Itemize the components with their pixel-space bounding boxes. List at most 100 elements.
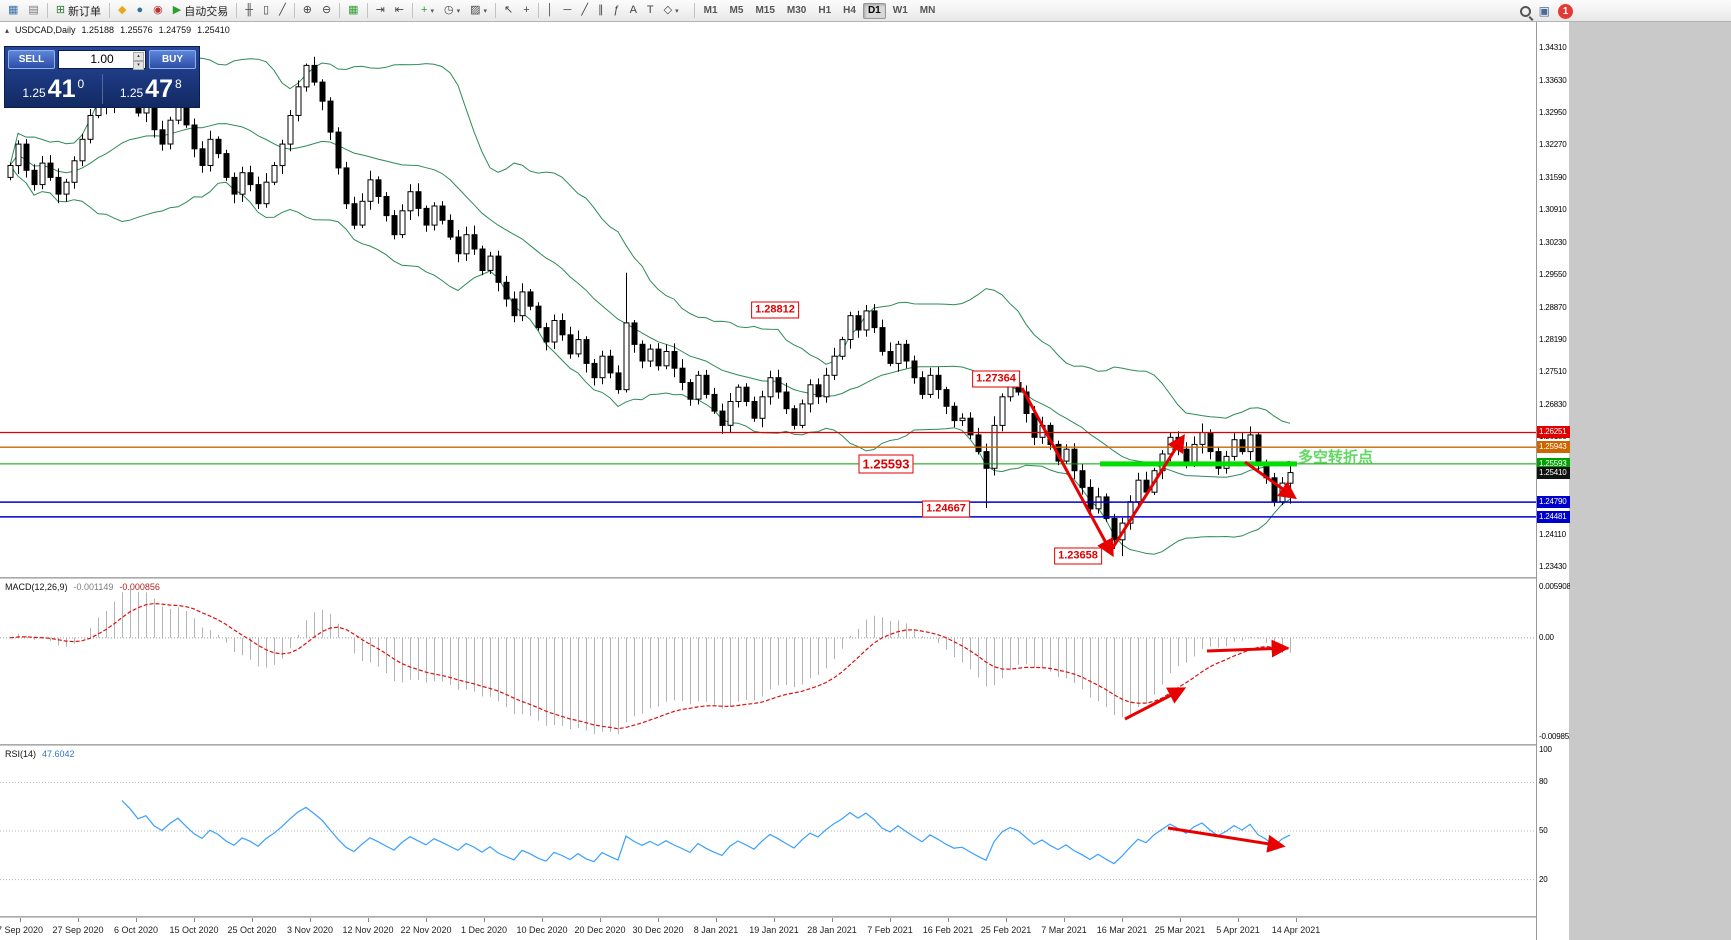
time-tick (716, 918, 717, 922)
rsi-axis-100: 100 (1539, 745, 1552, 754)
community-button[interactable]: ◉ (149, 2, 167, 20)
macd-panel-canvas[interactable] (0, 579, 1536, 744)
fibonacci-button[interactable]: ƒ (609, 2, 623, 20)
candlestick-chart-button[interactable]: ▯ (259, 2, 273, 20)
support-zone-bar[interactable] (1100, 461, 1297, 467)
caret-down-icon: ▾ (483, 7, 487, 15)
trend-arrow[interactable] (1110, 433, 1185, 550)
buy-price: 1.25 47 8 (103, 74, 200, 104)
panel-splitter[interactable] (0, 577, 1536, 579)
time-tick (1006, 918, 1007, 922)
templates-button[interactable]: ▨ ▾ (466, 2, 491, 20)
timeframe-w1[interactable]: W1 (892, 5, 908, 16)
market-button[interactable]: ● (133, 2, 148, 20)
timeframe-m5[interactable]: M5 (729, 5, 744, 16)
panel-splitter[interactable] (0, 916, 1536, 918)
price-divider (101, 74, 103, 104)
main-chart-canvas[interactable] (0, 22, 1536, 577)
profiles-button[interactable]: ▤ (24, 2, 42, 20)
timeframe-m30[interactable]: M30 (786, 5, 807, 16)
volume-up-button[interactable]: ▴ (133, 51, 144, 61)
horizontal-line-button[interactable]: ─ (560, 2, 576, 20)
ohlc-open: 1.25188 (81, 25, 115, 35)
timeframe-mn[interactable]: MN (919, 5, 936, 16)
trend-arrow[interactable] (1124, 687, 1187, 721)
rsi-panel-canvas[interactable] (0, 746, 1536, 916)
new-order-button-label: 新订单 (68, 5, 102, 18)
price-axis-label: 1.27510 (1539, 367, 1567, 377)
zoom-out-button[interactable]: ⊖ (318, 2, 335, 20)
turning-point-annotation[interactable]: 多空转折点 (1298, 449, 1374, 466)
price-callout[interactable]: 1.24667 (922, 500, 970, 518)
search-icon[interactable] (1519, 5, 1531, 17)
bar-chart-button[interactable]: ╫ (241, 2, 257, 20)
buy-button[interactable]: BUY (149, 49, 196, 69)
date-label: 7 Sep 2020 (0, 925, 44, 935)
price-axis-label: 1.32270 (1539, 140, 1567, 150)
chart-shift-button[interactable]: ⇤ (391, 2, 408, 20)
timeframe-h4[interactable]: H4 (843, 5, 856, 16)
price-callout[interactable]: 1.27364 (972, 370, 1020, 388)
price-axis[interactable]: 1.34310 1.33630 1.32950 1.32270 1.31590 1.309… (1536, 22, 1573, 940)
vertical-line-button[interactable]: │ (543, 2, 558, 20)
price-axis-label: 1.29550 (1539, 270, 1567, 280)
autotrading-icon: ▶ (172, 4, 182, 16)
tile-windows-button[interactable]: ▦ (344, 2, 362, 20)
time-tick (658, 918, 659, 922)
tile-windows-icon: ▦ (348, 4, 359, 16)
new-order-button[interactable]: ⊞ 新订单 (52, 2, 105, 20)
date-label: 7 Mar 2021 (1041, 925, 1087, 935)
toolbar-separator (236, 3, 238, 18)
horizontal-lines[interactable] (0, 431, 1536, 518)
timeframe-h1[interactable]: H1 (818, 5, 832, 16)
price-axis-label: 1.30910 (1539, 205, 1567, 215)
cursor-button[interactable]: ↖ (500, 2, 517, 20)
channel-button[interactable]: ∥ (594, 2, 608, 20)
trend-arrow[interactable] (1167, 826, 1286, 853)
trendline-button[interactable]: ╱ (577, 2, 592, 20)
trend-arrow[interactable] (1020, 387, 1114, 558)
chart-shift-icon: ⇤ (394, 4, 404, 16)
volume-input[interactable]: 1.00 ▴ ▾ (58, 49, 146, 70)
time-tick (948, 918, 949, 922)
text-button[interactable]: A (626, 2, 641, 20)
crosshair-button[interactable]: + (519, 2, 533, 20)
new-chart-button[interactable]: ▦ (4, 2, 22, 20)
date-label: 8 Jan 2021 (693, 925, 739, 935)
shapes-button[interactable]: ◇ ▾ (660, 2, 683, 20)
trend-arrow[interactable] (1244, 460, 1297, 500)
time-tick (832, 918, 833, 922)
profiles-icon: ▤ (28, 4, 39, 16)
time-tick (78, 918, 79, 922)
auto-scroll-button[interactable]: ⇥ (372, 2, 389, 20)
date-label: 7 Feb 2021 (867, 925, 913, 935)
volume-down-button[interactable]: ▾ (133, 60, 144, 70)
panel-splitter[interactable] (0, 744, 1536, 746)
toolbar-separator (46, 3, 48, 18)
price-callout[interactable]: 1.25593 (858, 454, 914, 474)
timeframe-m15[interactable]: M15 (755, 5, 775, 16)
trend-arrow[interactable] (1206, 639, 1290, 658)
metaeditor-button[interactable]: ◆ (114, 2, 130, 20)
timeframe-m1[interactable]: M1 (703, 5, 718, 16)
sell-button[interactable]: SELL (8, 49, 55, 69)
toolbar-separator (339, 3, 341, 18)
time-axis[interactable]: 7 Sep 2020 27 Sep 2020 6 Oct 2020 15 Oct 20… (0, 918, 1536, 940)
rsi-axis-20: 20 (1539, 874, 1548, 884)
time-tick (20, 918, 21, 922)
timeframe-d1[interactable]: D1 (862, 2, 886, 19)
macd-label: MACD(12,26,9) -0.001149 -0.000856 (5, 582, 160, 592)
text-label-button[interactable]: T (643, 2, 658, 20)
zoom-in-button[interactable]: ⊕ (299, 2, 316, 20)
periods-button[interactable]: ◷ ▾ (440, 2, 464, 20)
line-chart-button[interactable]: ╱ (275, 2, 290, 20)
data-window-icon[interactable]: ▣ (1538, 4, 1550, 18)
indicators-button[interactable]: + ▾ (417, 2, 438, 20)
ohlc-low: 1.24759 (158, 25, 192, 35)
price-callout[interactable]: 1.23658 (1054, 547, 1102, 565)
macd-signal-line (9, 602, 1291, 730)
notification-badge[interactable]: 1 (1558, 3, 1573, 19)
one-click-toggle-icon[interactable]: ▴ (5, 25, 10, 35)
autotrading-button[interactable]: ▶ 自动交易 (169, 2, 232, 20)
price-callout[interactable]: 1.28812 (751, 301, 799, 319)
